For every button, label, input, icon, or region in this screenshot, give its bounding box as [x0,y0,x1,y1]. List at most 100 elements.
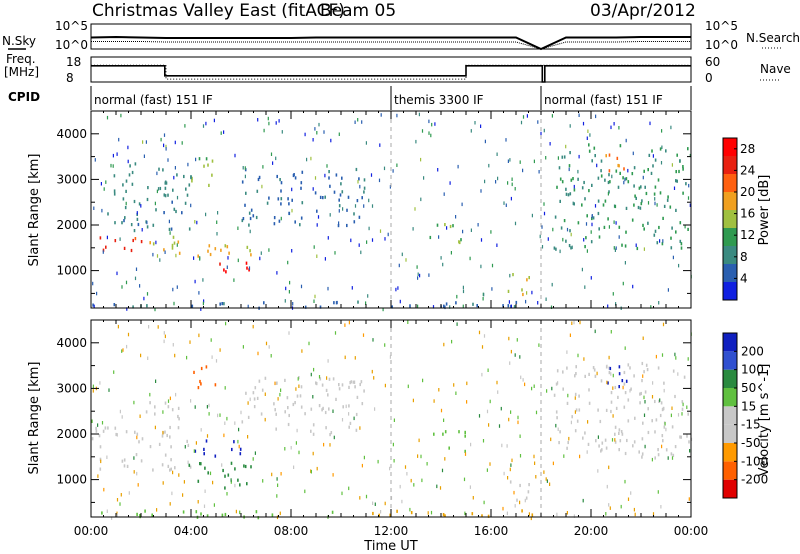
heatmap-cell [604,199,607,203]
heatmap-cell [217,211,219,215]
heatmap-cell [519,483,521,488]
heatmap-cell [224,421,226,425]
heatmap-cell [430,510,433,515]
heatmap-cell [652,381,654,385]
heatmap-cell [470,442,472,447]
y-tick-label: 3000 [56,381,87,395]
heatmap-cell [294,176,297,180]
heatmap-cell [163,211,165,215]
heatmap-cell [539,234,541,239]
heatmap-cell [436,484,438,489]
heatmap-cell [503,201,505,205]
heatmap-cell [522,378,524,382]
heatmap-cell [348,404,350,408]
heatmap-cell [260,251,262,255]
heatmap-cell [609,506,611,510]
heatmap-cell [633,184,635,188]
heatmap-cell [505,203,507,207]
heatmap-cell [535,475,537,479]
heatmap-cell [674,445,677,449]
heatmap-cell [608,173,610,177]
heatmap-cell [92,389,94,393]
heatmap-cell [233,278,235,282]
heatmap-cell [194,279,196,284]
power-colorbar-swatch [723,246,737,264]
heatmap-cell [131,170,134,175]
heatmap-cell [570,232,572,237]
y-tick-label: 4000 [56,127,87,141]
heatmap-cell [653,192,656,196]
heatmap-cell [652,164,654,168]
heatmap-cell [335,301,338,305]
heatmap-cell [670,413,672,418]
heatmap-cell [644,185,646,189]
heatmap-cell [333,435,335,440]
heatmap-cell [615,221,617,225]
heatmap-cell [557,427,559,431]
heatmap-cell [608,169,611,173]
heatmap-cell [521,509,523,513]
heatmap-cell [275,427,277,431]
heatmap-cell [169,396,171,401]
heatmap-cell [569,229,571,233]
heatmap-cell [275,156,277,161]
heatmap-cell [557,381,559,385]
heatmap-cell [284,447,286,451]
heatmap-cell [463,477,466,482]
heatmap-cell [193,256,195,260]
heatmap-cell [247,415,250,419]
heatmap-cell [421,129,424,133]
heatmap-cell [517,415,519,420]
heatmap-cell [487,514,490,518]
heatmap-cell [682,191,684,195]
heatmap-cell [553,246,556,250]
power-colorbar-swatch [723,264,737,282]
heatmap-cell [438,235,440,239]
heatmap-cell [247,435,249,439]
heatmap-cell [280,216,282,221]
heatmap-cell [319,377,322,381]
heatmap-cell [276,271,278,275]
heatmap-cell [310,156,312,161]
heatmap-cell [578,408,581,412]
heatmap-cell [155,379,157,383]
noise-left-label: N.Sky [2,34,36,48]
heatmap-cell [636,246,639,251]
heatmap-cell [654,430,656,434]
heatmap-cell [190,203,192,208]
heatmap-cell [127,159,129,164]
heatmap-cell [555,410,558,414]
heatmap-cell [514,187,516,191]
heatmap-cell [660,161,663,165]
velocity-colorbar-swatch [723,351,737,370]
heatmap-cell [526,114,528,118]
heatmap-cell [365,494,368,499]
heatmap-cell [130,248,133,253]
heatmap-cell [399,299,401,304]
heatmap-cell [446,226,448,230]
heatmap-cell [496,152,498,156]
heatmap-cell [573,202,575,206]
heatmap-cell [136,432,139,436]
heatmap-cell [304,489,306,494]
heatmap-cell [310,469,312,473]
heatmap-cell [471,512,474,516]
heatmap-cell [294,401,296,405]
heatmap-cell [584,431,586,435]
heatmap-cell [186,439,188,443]
heatmap-cell [143,296,145,301]
heatmap-cell [358,177,360,181]
heatmap-cell [217,413,219,418]
heatmap-cell [553,393,556,397]
heatmap-cell [380,510,382,514]
heatmap-cell [670,246,673,250]
heatmap-cell [461,202,463,207]
heatmap-cell [234,483,236,488]
freq-label: Freq. [6,52,36,66]
velocity-colorbar-label-value: -200 [741,473,768,487]
heatmap-cell [130,223,133,227]
heatmap-cell [644,390,647,394]
heatmap-cell [660,401,663,405]
heatmap-cell [238,427,240,432]
heatmap-cell [671,226,673,230]
